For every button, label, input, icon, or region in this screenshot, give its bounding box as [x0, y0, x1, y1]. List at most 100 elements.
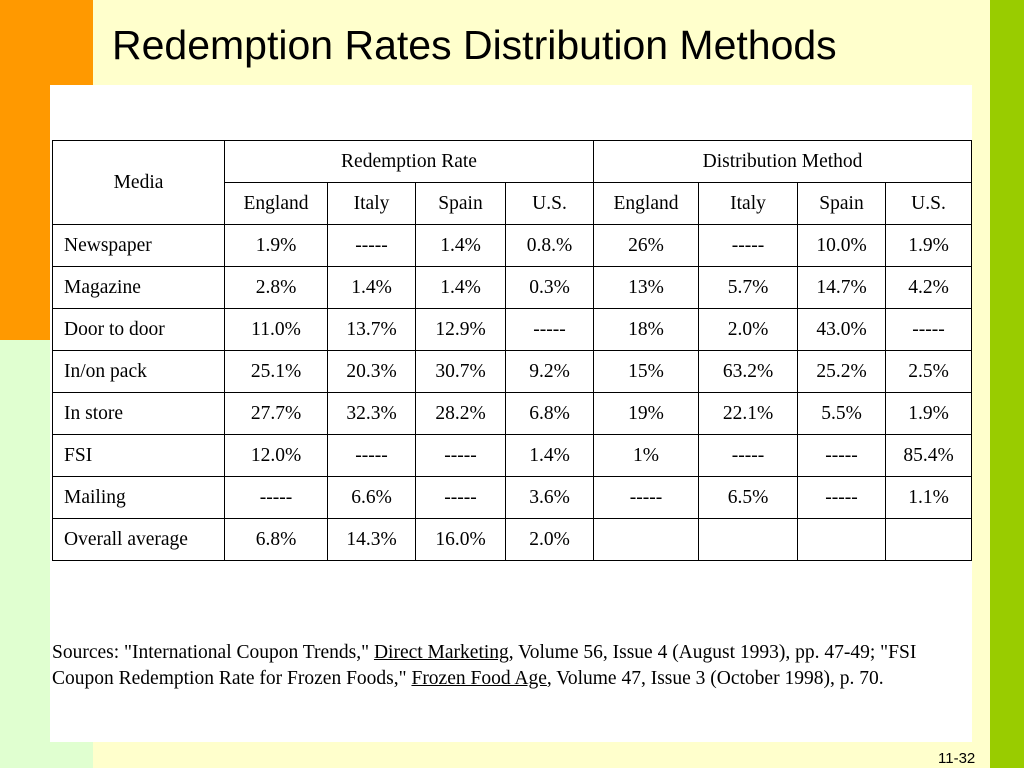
value-cell: 1.9% — [884, 392, 973, 435]
value-cell: ----- — [884, 308, 973, 351]
value-cell: ----- — [797, 476, 886, 519]
value-cell: 63.2% — [698, 350, 798, 393]
value-cell: 0.8.% — [505, 224, 594, 267]
value-cell: ----- — [327, 224, 416, 267]
value-cell: 14.3% — [327, 518, 416, 561]
table-row: In/on pack 25.1% 20.3% 30.7% 9.2% 15% 63.2% 25.… — [52, 350, 973, 393]
media-cell: In store — [52, 392, 225, 435]
table-row: Newspaper 1.9% ----- 1.4% 0.8.% 26% ----- 10.0%… — [52, 224, 973, 267]
value-cell: 2.0% — [698, 308, 798, 351]
value-cell: ----- — [698, 224, 798, 267]
value-cell: 22.1% — [698, 392, 798, 435]
redemption-rate-header: Redemption Rate — [224, 140, 594, 183]
value-cell: 15% — [593, 350, 699, 393]
value-cell: 12.9% — [415, 308, 506, 351]
media-cell: Door to door — [52, 308, 225, 351]
country-header: Italy — [698, 182, 798, 225]
value-cell: 0.3% — [505, 266, 594, 309]
source-title-frozen-food-age: Frozen Food Age — [411, 668, 547, 689]
value-cell: 26% — [593, 224, 699, 267]
country-header: Italy — [327, 182, 416, 225]
value-cell: 18% — [593, 308, 699, 351]
sources-text: , Volume 56, Issue 4 (August 1993), pp. … — [52, 642, 917, 689]
table-row: Mailing ----- 6.6% ----- 3.6% ----- 6.5% ----- 1… — [52, 476, 973, 519]
value-cell: 30.7% — [415, 350, 506, 393]
value-cell — [884, 518, 973, 561]
value-cell: 28.2% — [415, 392, 506, 435]
distribution-method-header: Distribution Method — [592, 140, 973, 183]
redemption-table: Media Redemption Rate Distribution Metho… — [52, 140, 973, 561]
value-cell: 85.4% — [884, 434, 973, 477]
table-row: Door to door 11.0% 13.7% 12.9% ----- 18% 2.0% 4… — [52, 308, 973, 351]
value-cell: 25.1% — [224, 350, 328, 393]
value-cell: 2.0% — [505, 518, 594, 561]
table-row: FSI 12.0% ----- ----- 1.4% 1% ----- ----- 85.4% — [52, 434, 973, 477]
value-cell: 13.7% — [327, 308, 416, 351]
value-cell: 43.0% — [797, 308, 886, 351]
table-row: Magazine 2.8% 1.4% 1.4% 0.3% 13% 5.7% 14.7% 4.2% — [52, 266, 973, 309]
media-cell: In/on pack — [52, 350, 225, 393]
value-cell: 6.8% — [505, 392, 594, 435]
value-cell — [797, 518, 886, 561]
green-decor-bar — [990, 0, 1024, 768]
country-header: U.S. — [505, 182, 594, 225]
value-cell: 1.4% — [327, 266, 416, 309]
sources-citation: Sources: "International Coupon Trends," … — [52, 640, 967, 692]
value-cell: ----- — [415, 434, 506, 477]
country-header: Spain — [415, 182, 506, 225]
page-number: 11-32 — [938, 750, 976, 767]
value-cell: 6.6% — [327, 476, 416, 519]
value-cell: ----- — [327, 434, 416, 477]
slide-title: Redemption Rates Distribution Methods — [112, 22, 837, 68]
media-cell: Mailing — [52, 476, 225, 519]
country-header: England — [224, 182, 328, 225]
value-cell: ----- — [593, 476, 699, 519]
value-cell: 12.0% — [224, 434, 328, 477]
value-cell: 14.7% — [797, 266, 886, 309]
value-cell: 6.5% — [698, 476, 798, 519]
value-cell: ----- — [797, 434, 886, 477]
value-cell: ----- — [224, 476, 328, 519]
value-cell: 5.5% — [797, 392, 886, 435]
value-cell: 5.7% — [698, 266, 798, 309]
value-cell: 32.3% — [327, 392, 416, 435]
value-cell: 1% — [593, 434, 699, 477]
country-header: U.S. — [884, 182, 973, 225]
value-cell: 4.2% — [884, 266, 973, 309]
sources-text: , Volume 47, Issue 3 (October 1998), p. … — [546, 668, 884, 689]
media-cell: Magazine — [52, 266, 225, 309]
table-row: Overall average 6.8% 14.3% 16.0% 2.0% — [52, 518, 973, 561]
value-cell: ----- — [505, 308, 594, 351]
media-cell: Newspaper — [52, 224, 225, 267]
value-cell: 1.9% — [884, 224, 973, 267]
value-cell: 3.6% — [505, 476, 594, 519]
value-cell: 11.0% — [224, 308, 328, 351]
value-cell: 1.4% — [415, 224, 506, 267]
value-cell: 1.1% — [884, 476, 973, 519]
media-cell: Overall average — [52, 518, 225, 561]
value-cell: 6.8% — [224, 518, 328, 561]
value-cell: 27.7% — [224, 392, 328, 435]
table-body: Newspaper 1.9% ----- 1.4% 0.8.% 26% ----- 10.0%… — [52, 224, 973, 561]
value-cell — [593, 518, 699, 561]
media-header: Media — [52, 140, 225, 225]
value-cell: 1.4% — [505, 434, 594, 477]
content-panel: Media Redemption Rate Distribution Metho… — [50, 85, 973, 742]
media-cell: FSI — [52, 434, 225, 477]
country-header: England — [593, 182, 699, 225]
value-cell: 9.2% — [505, 350, 594, 393]
value-cell: 2.8% — [224, 266, 328, 309]
value-cell: 10.0% — [797, 224, 886, 267]
value-cell: ----- — [415, 476, 506, 519]
table-row: In store 27.7% 32.3% 28.2% 6.8% 19% 22.1% 5.5% 1… — [52, 392, 973, 435]
country-header: Spain — [797, 182, 886, 225]
value-cell: 1.9% — [224, 224, 328, 267]
source-title-direct-marketing: Direct Marketing — [373, 642, 509, 663]
table-header-row-countries: England Italy Spain U.S. England Italy S… — [53, 182, 973, 225]
value-cell: 19% — [593, 392, 699, 435]
value-cell — [698, 518, 798, 561]
value-cell: 1.4% — [415, 266, 506, 309]
value-cell: ----- — [698, 434, 798, 477]
value-cell: 25.2% — [797, 350, 886, 393]
value-cell: 20.3% — [327, 350, 416, 393]
